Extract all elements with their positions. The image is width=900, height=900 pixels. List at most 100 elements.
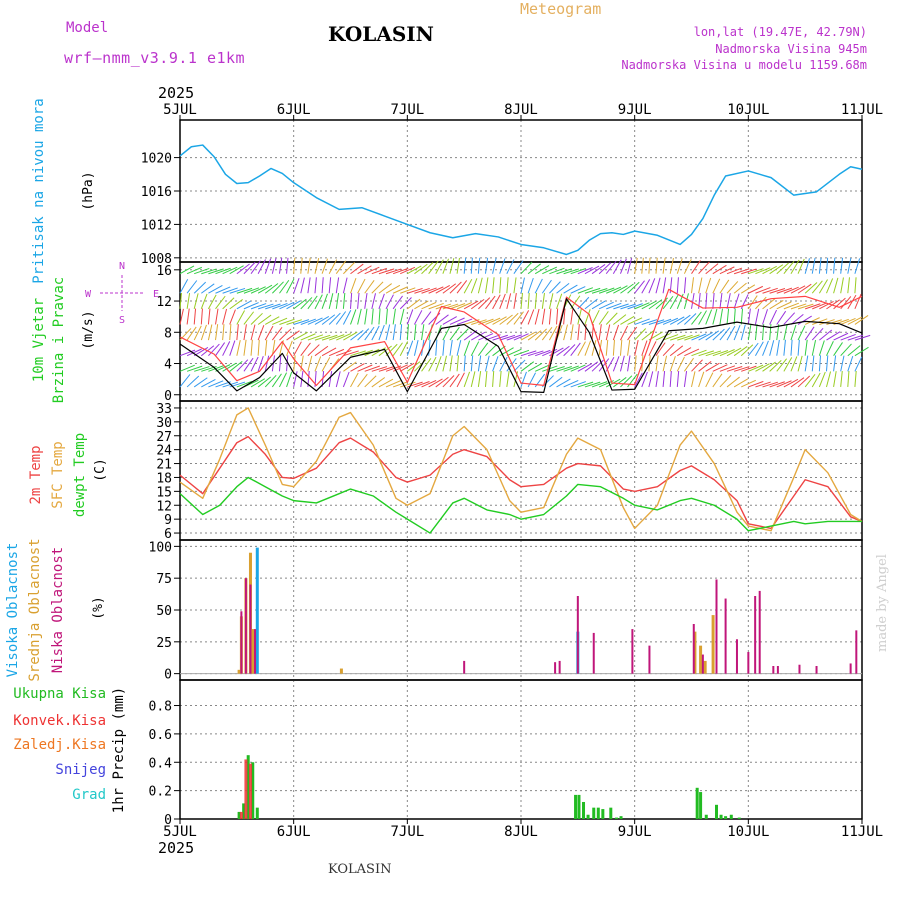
wind-barb — [435, 259, 444, 274]
wind-barb — [406, 340, 414, 356]
wind-barb — [840, 370, 843, 387]
wind-barb — [854, 277, 857, 294]
wind-barb — [208, 268, 224, 275]
wind-barb — [797, 315, 812, 325]
wind-barb — [790, 259, 800, 274]
wind-barb — [726, 365, 743, 372]
wind-barb — [598, 358, 610, 372]
wind-barb — [669, 257, 674, 274]
wind-barb — [343, 261, 356, 275]
wind-barb — [392, 295, 403, 310]
wind-barb — [371, 347, 386, 357]
wind-barb — [407, 287, 423, 294]
wind-barb — [527, 309, 535, 325]
wind-barb — [797, 339, 800, 356]
wind-barb — [399, 362, 415, 372]
wind-barb — [840, 257, 844, 274]
wind-barb — [229, 287, 246, 294]
wind-barb — [541, 279, 552, 294]
cloud-bar — [244, 578, 247, 674]
wind-barb — [755, 363, 770, 372]
wind-barb — [243, 287, 260, 294]
wind-barb — [300, 355, 304, 372]
wind-barb — [676, 277, 679, 294]
precip-ytick-label: 0.2 — [149, 785, 172, 800]
wind-barb — [733, 325, 741, 341]
wind-barb — [684, 334, 700, 341]
wind-barb — [314, 356, 322, 372]
wind-barb — [421, 358, 432, 372]
wind-barb — [428, 302, 444, 310]
wind-barb — [527, 330, 542, 341]
wind-barb — [819, 329, 833, 341]
wind-barb — [335, 292, 340, 309]
wind-barb — [769, 340, 775, 356]
wind-barb — [413, 324, 417, 341]
wind-barb — [271, 373, 282, 388]
cloud-ylabel-high: Visoka Oblacnost — [5, 543, 21, 678]
cloud-bar — [693, 631, 697, 674]
wind-barb — [570, 364, 586, 372]
wind-barb — [527, 292, 530, 309]
wind-barb — [499, 258, 506, 274]
wind-barb — [336, 333, 352, 341]
wind-barb — [662, 343, 675, 357]
wind-barb — [484, 370, 488, 387]
wind-barb — [229, 265, 244, 275]
wind-barb — [342, 277, 348, 294]
wind-barb — [762, 309, 768, 325]
wind-barb — [257, 314, 272, 325]
wind-barb — [854, 346, 869, 357]
wind-barb — [762, 287, 778, 294]
wind-barb — [399, 308, 405, 325]
wind-barb — [804, 355, 809, 372]
station-title: KOLASIN — [328, 22, 434, 46]
wind-barb — [413, 310, 423, 325]
wind-barb — [286, 319, 302, 325]
wind-barb — [755, 267, 771, 275]
wind-barb — [243, 311, 255, 325]
cloud-bar — [576, 596, 579, 674]
wind-barb — [577, 308, 582, 325]
wind-barb — [257, 356, 264, 372]
wind-barb — [819, 301, 834, 310]
wind-barb — [804, 282, 818, 294]
temperature-ytick-label: 18 — [156, 471, 172, 486]
wind-barb — [364, 365, 380, 372]
wind-barb — [414, 300, 429, 310]
wind-barb — [669, 345, 684, 357]
wind-barb — [747, 308, 751, 325]
wind-barb — [194, 267, 210, 275]
wind-barb — [606, 286, 622, 294]
wind-barb — [790, 356, 798, 372]
wind-barb — [499, 370, 502, 387]
wind-barb — [236, 380, 253, 388]
wind-barb — [790, 303, 807, 310]
wind-barb — [328, 312, 341, 325]
wind-barb — [484, 277, 489, 294]
wind-barb — [598, 287, 615, 294]
wind-barb — [193, 347, 209, 357]
wind-barb — [584, 309, 591, 325]
wind-barb — [655, 332, 671, 341]
wind-barb — [805, 303, 821, 310]
precip-bar — [596, 807, 600, 819]
wind-barb — [215, 286, 231, 294]
wind-barb — [833, 371, 837, 388]
wind-barb — [193, 308, 197, 325]
wind-barb — [407, 298, 421, 310]
wind-barb — [293, 331, 308, 341]
wind-barb — [698, 361, 712, 372]
wind-barb — [484, 355, 490, 372]
x-tick-label-top: 8JUL — [504, 102, 538, 118]
wind-barb — [584, 340, 592, 356]
wind-barb — [712, 328, 725, 341]
wind-barb — [492, 294, 501, 310]
precip-bar — [704, 814, 708, 819]
wind-barb — [364, 292, 368, 309]
wind-barb — [456, 257, 460, 274]
wind-barb — [591, 309, 600, 325]
wind-barb — [357, 265, 372, 275]
wind-barb — [435, 339, 438, 356]
wind-barb — [804, 317, 820, 325]
